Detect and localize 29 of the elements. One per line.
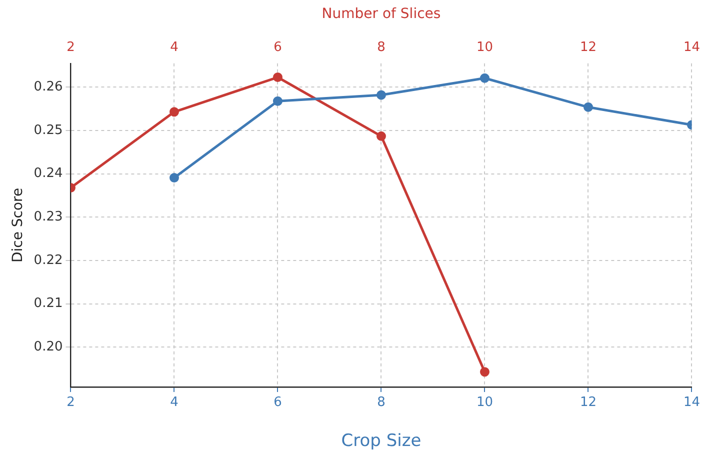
x2-tick-label: 6 bbox=[274, 40, 282, 55]
point bbox=[169, 173, 179, 183]
y-tick-label: 0.23 bbox=[34, 210, 63, 225]
x2-tick-label: 10 bbox=[476, 40, 494, 55]
x-tick-label: 2 bbox=[66, 395, 75, 410]
x-tick-label: 12 bbox=[580, 395, 597, 410]
x-tick-label: 6 bbox=[274, 395, 282, 410]
y-tick-label: 0.25 bbox=[34, 122, 63, 138]
point bbox=[376, 90, 386, 100]
point bbox=[583, 102, 593, 112]
y-tick-label: 0.21 bbox=[34, 296, 63, 312]
x2-tick-label: 12 bbox=[580, 40, 597, 55]
x-axis-title: Crop Size bbox=[341, 431, 422, 452]
y-tick-label: 0.20 bbox=[34, 340, 63, 355]
x2-tick-label: 4 bbox=[170, 40, 178, 55]
x-tick-label: 8 bbox=[377, 395, 386, 410]
x-tick-label: 10 bbox=[476, 395, 494, 410]
y-axis-title: Dice Score bbox=[10, 188, 26, 263]
x2-tick-label: 14 bbox=[683, 40, 700, 55]
y-tick-label: 0.22 bbox=[34, 252, 63, 268]
x2-tick-label: 2 bbox=[66, 40, 75, 55]
x-tick-label: 14 bbox=[683, 395, 700, 410]
point bbox=[480, 73, 490, 83]
x2-axis-title: Number of Slices bbox=[322, 6, 441, 22]
y-tick-label: 0.26 bbox=[34, 80, 63, 95]
point bbox=[272, 96, 282, 106]
x2-tick-label: 8 bbox=[377, 40, 386, 55]
y-tick-label: 0.24 bbox=[34, 166, 63, 182]
x-tick-label: 4 bbox=[170, 395, 178, 410]
